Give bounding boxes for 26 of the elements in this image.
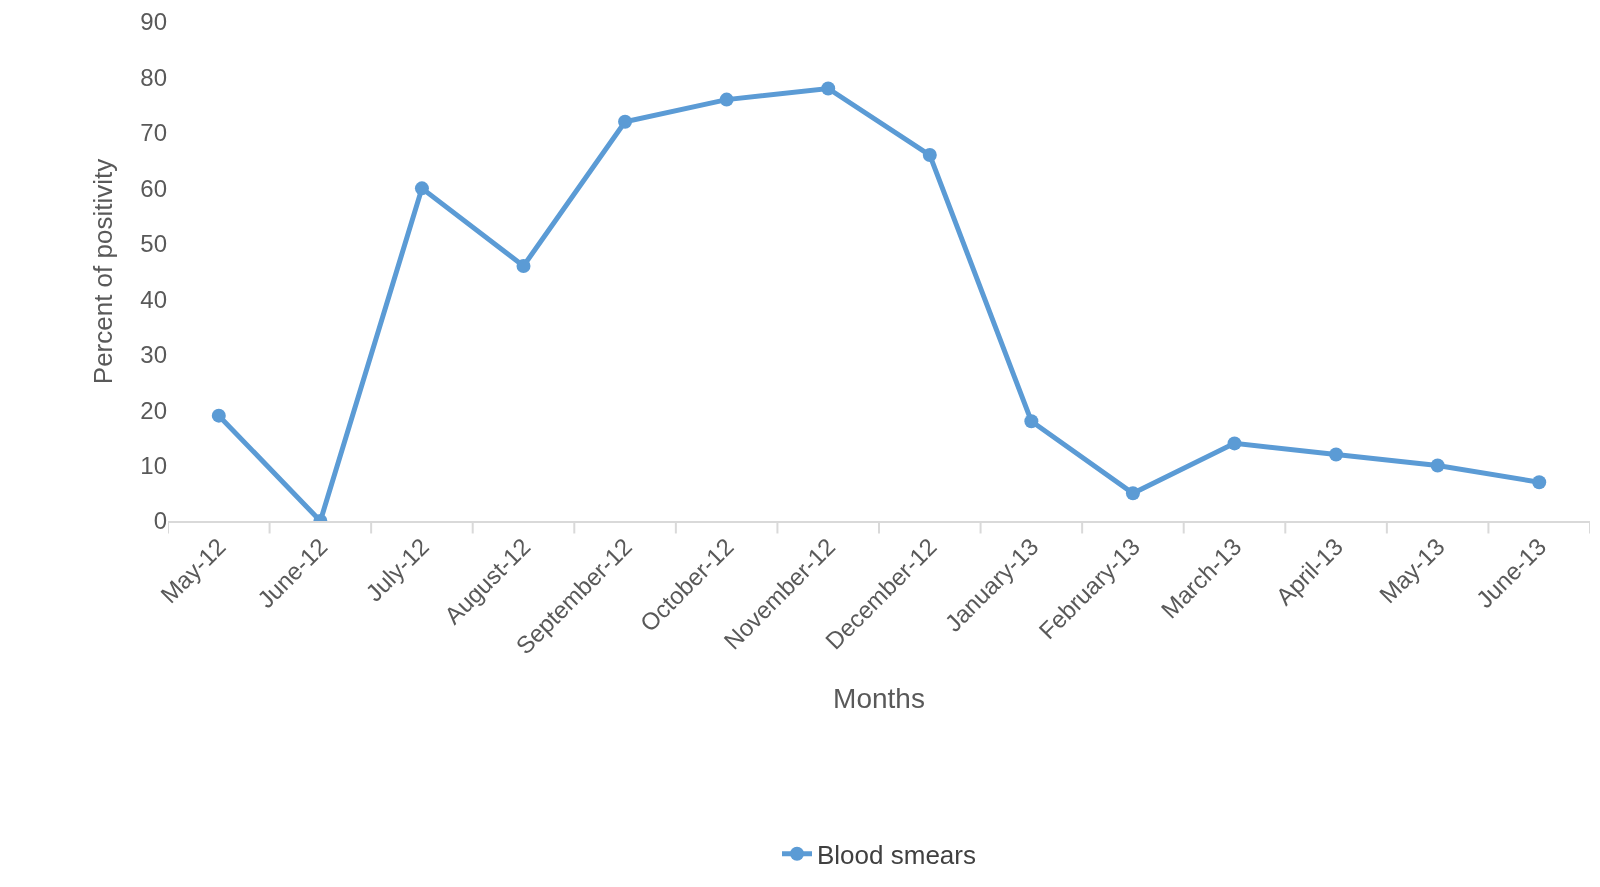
y-tick-label: 20 bbox=[140, 396, 167, 424]
point bbox=[618, 114, 633, 129]
y-tick-label: 70 bbox=[140, 119, 167, 147]
point bbox=[1227, 436, 1242, 451]
point bbox=[1532, 475, 1547, 490]
y-tick-label: 40 bbox=[140, 285, 167, 313]
point bbox=[1024, 414, 1039, 429]
y-tick-label: 0 bbox=[153, 507, 167, 535]
point bbox=[821, 81, 836, 96]
point bbox=[211, 408, 226, 423]
legend-label: Blood smears bbox=[817, 839, 976, 870]
y-tick-label: 60 bbox=[140, 174, 167, 202]
point bbox=[1329, 447, 1344, 462]
y-tick-label: 80 bbox=[140, 63, 167, 91]
point bbox=[414, 181, 429, 196]
point bbox=[516, 258, 531, 273]
x-axis-title: Months bbox=[833, 682, 925, 714]
point bbox=[1430, 458, 1445, 473]
y-tick-label: 50 bbox=[140, 230, 167, 258]
y-tick-label: 30 bbox=[140, 341, 167, 369]
point bbox=[1125, 486, 1140, 501]
y-tick-label: 90 bbox=[140, 8, 167, 36]
y-tick-label: 10 bbox=[140, 451, 167, 479]
point bbox=[922, 148, 937, 163]
y-axis-title: Percent of positivity bbox=[87, 158, 118, 385]
point bbox=[719, 92, 734, 107]
